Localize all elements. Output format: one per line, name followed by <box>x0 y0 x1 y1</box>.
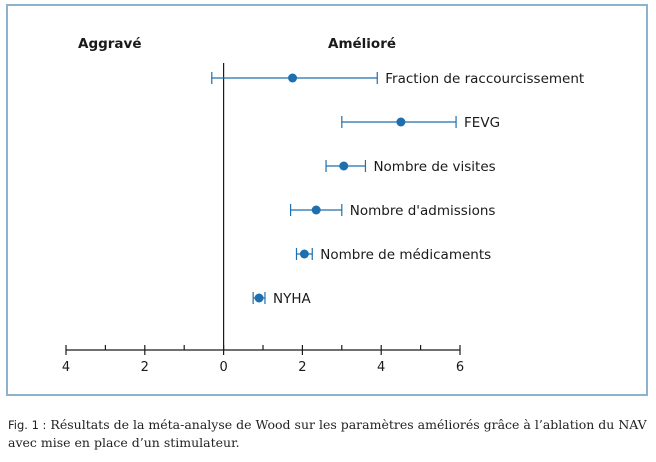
row-label: FEVG <box>464 115 500 131</box>
x-tick-label: 2 <box>298 360 306 375</box>
point-estimate <box>299 249 309 259</box>
row-label: NYHA <box>273 291 311 307</box>
point-estimate <box>311 205 321 215</box>
x-tick-label: 6 <box>456 360 464 375</box>
row-label: Nombre de médicaments <box>320 247 491 263</box>
forest-plot: Aggravé Amélioré 4 2 0 2 4 6 Fraction de racc… <box>62 36 584 375</box>
right-header: Amélioré <box>328 36 396 52</box>
x-tick-label: 0 <box>219 360 227 375</box>
figure-caption: Fig. 1 : Résultats de la méta-analyse de… <box>8 416 653 451</box>
caption-lead: Fig. 1 : <box>8 418 47 432</box>
row-label: Nombre de visites <box>373 159 495 175</box>
caption-text: Résultats de la méta-analyse de Wood sur… <box>8 417 647 450</box>
estimates: Fraction de raccourcissement FEVG Nombre d… <box>211 71 584 307</box>
point-estimate <box>396 117 406 127</box>
x-tick-label: 2 <box>141 360 149 375</box>
x-axis: 4 2 0 2 4 6 <box>62 63 464 375</box>
row-label: Nombre d'admissions <box>350 203 496 219</box>
left-header: Aggravé <box>78 36 142 52</box>
x-tick-label: 4 <box>377 360 385 375</box>
point-estimate <box>288 73 298 83</box>
row-label: Fraction de raccourcissement <box>385 71 584 87</box>
point-estimate <box>254 293 264 303</box>
x-tick-label: 4 <box>62 360 70 375</box>
figure-frame <box>6 4 648 396</box>
point-estimate <box>339 161 349 171</box>
